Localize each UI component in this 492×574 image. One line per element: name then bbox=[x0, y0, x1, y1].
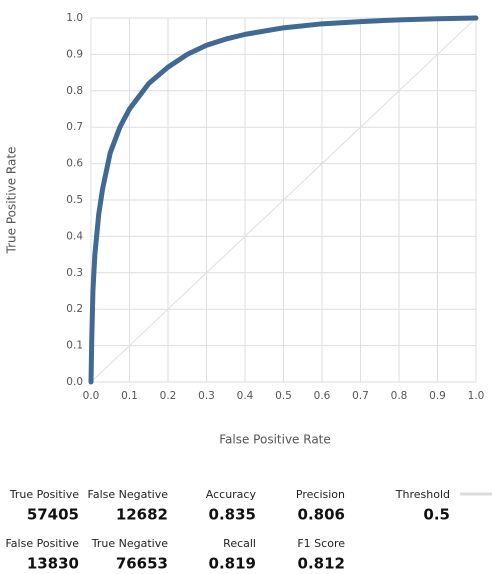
reference-line bbox=[90, 17, 477, 383]
y-tick-label: 0.0 bbox=[66, 376, 83, 388]
y-tick-label: 0.3 bbox=[66, 267, 83, 279]
y-tick-label: 0.5 bbox=[66, 194, 83, 206]
stat-value: 76653 bbox=[116, 555, 168, 573]
y-tick-label: 0.9 bbox=[66, 48, 83, 60]
stat-label: False Negative bbox=[88, 488, 169, 501]
roc-curve bbox=[88, 15, 479, 385]
stat-value: 0.835 bbox=[209, 506, 256, 524]
y-axis-label: True Positive Rate bbox=[5, 147, 19, 255]
stat-value: 0.812 bbox=[298, 555, 345, 573]
x-tick-label: 0.0 bbox=[83, 390, 100, 402]
stat-value: 0.819 bbox=[209, 555, 256, 573]
stat-label: True Positive bbox=[9, 488, 79, 501]
x-tick-label: 0.4 bbox=[237, 390, 254, 402]
x-axis-label: False Positive Rate bbox=[219, 433, 331, 447]
stat-label: False Positive bbox=[5, 537, 79, 550]
x-tick-label: 0.8 bbox=[391, 390, 408, 402]
stat-label: Precision bbox=[296, 488, 345, 501]
y-tick-label: 0.2 bbox=[66, 303, 83, 315]
stat-label: Recall bbox=[223, 537, 256, 550]
x-tick-label: 0.7 bbox=[352, 390, 369, 402]
stat-value: 57405 bbox=[27, 506, 79, 524]
y-tick-label: 0.8 bbox=[66, 85, 83, 97]
y-tick-label: 0.1 bbox=[66, 340, 83, 352]
x-tick-label: 0.9 bbox=[429, 390, 446, 402]
y-tick-label: 0.4 bbox=[66, 230, 83, 242]
stat-label: Accuracy bbox=[206, 488, 257, 501]
y-tick-label: 1.0 bbox=[66, 12, 83, 24]
x-tick-label: 0.1 bbox=[121, 390, 138, 402]
stat-label: True Negative bbox=[91, 537, 168, 550]
stat-label: F1 Score bbox=[297, 537, 345, 550]
y-tick-label: 0.7 bbox=[66, 121, 83, 133]
x-tick-label: 0.5 bbox=[275, 390, 292, 402]
x-tick-label: 0.3 bbox=[198, 390, 215, 402]
stat-value: 0.5 bbox=[423, 506, 450, 524]
x-tick-label: 1.0 bbox=[468, 390, 485, 402]
stat-value: 12682 bbox=[116, 506, 168, 524]
y-tick-label: 0.6 bbox=[66, 158, 83, 170]
x-tick-label: 0.6 bbox=[314, 390, 331, 402]
x-tick-label: 0.2 bbox=[160, 390, 177, 402]
stat-label: Threshold bbox=[395, 488, 450, 501]
stat-value: 0.806 bbox=[298, 506, 345, 524]
stat-value: 13830 bbox=[27, 555, 79, 573]
